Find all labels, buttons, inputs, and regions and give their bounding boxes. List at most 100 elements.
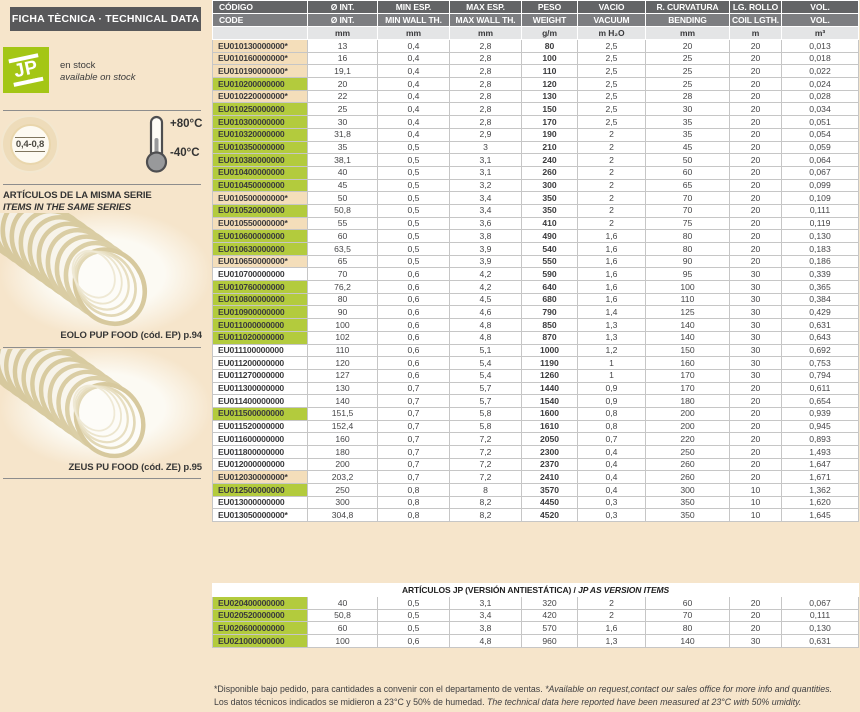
value-cell: 140 [307,394,378,408]
value-cell: 80 [521,39,578,53]
value-cell: 350 [521,203,578,218]
table-row: EU011270000000 127 0,6 5,4 1260 1 170 30 0,794 [212,368,859,383]
value-cell: 170 [645,368,730,383]
product-code-cell: EU020520000000 [212,608,308,623]
value-cell: 50,8 [307,608,378,623]
header-row: CODE Ø INT. MIN WALL TH. MAX WALL TH. WEIGHT… [212,13,859,27]
column-header: mm [307,26,378,40]
value-cell: 1,6 [577,242,646,256]
value-cell: 0,631 [780,634,860,648]
value-cell: 30 [729,292,782,307]
value-cell: 300 [521,178,578,193]
value-cell: 140 [645,634,730,648]
value-cell: 70 [307,267,378,282]
product-code-cell: EU020400000000 [212,596,308,610]
footnote-1-en: *Available on request,contact our sales … [545,684,832,694]
value-cell: 0,7 [377,470,450,485]
table-row: EU010630000000 63,5 0,5 3,9 540 1,6 80 20 0,183 [212,242,859,256]
value-cell: 2 [577,140,646,155]
value-cell: 2,5 [577,77,646,91]
table-row: EU010900000000 90 0,6 4,6 790 1,4 125 30 0,429 [212,305,859,320]
table-row: EU011520000000 152,4 0,7 5,8 1610 0,8 200 20 0,9… [212,419,859,434]
value-cell: 350 [645,495,730,510]
value-cell: 4,2 [449,267,522,282]
value-cell: 1,4 [577,305,646,320]
value-cell: 5,7 [449,394,522,408]
value-cell: 7,2 [449,457,522,472]
product-code-cell: EU011400000000 [212,394,308,408]
value-cell: 75 [645,216,730,231]
value-cell: 30 [729,330,782,345]
column-header: LG. ROLLO [729,0,782,14]
value-cell: 0,109 [781,191,859,205]
value-cell: 80 [307,292,378,307]
value-cell: 0,8 [377,495,450,510]
pressure-badge: 0,4-0,8 [3,117,57,171]
pressure-badge-inner: 0,4-0,8 [9,123,51,165]
column-header: g/m [521,26,578,40]
value-cell: 0,8 [577,419,646,434]
footnote-1-es: *Disponible bajo pedido, para cantidades… [214,684,543,694]
value-cell: 130 [521,89,578,104]
value-cell: 260 [645,457,730,472]
value-cell: 0,6 [377,356,450,370]
value-cell: 0,631 [781,318,859,332]
value-cell: 3,9 [449,242,522,256]
table-row: EU010500000000* 50 0,5 3,4 350 2 70 20 0,109 [212,191,859,205]
value-cell: 2,5 [577,115,646,129]
value-cell: 0,111 [780,608,860,623]
value-cell: 2,8 [449,115,522,129]
product-code-cell: EU010400000000 [212,165,308,180]
value-cell: 0,384 [781,292,859,307]
value-cell: 0,4 [377,89,450,104]
hose-image-eolo [0,213,205,334]
value-cell: 20 [729,254,782,269]
value-cell: 0,9 [577,394,646,408]
table-row: EU010800000000 80 0,6 4,5 680 1,6 110 30 0,384 [212,292,859,307]
value-cell: 20 [645,39,730,53]
value-cell: 2,8 [449,102,522,117]
table-row: EU010220000000* 22 0,4 2,8 130 2,5 28 20 0,028 [212,89,859,104]
value-cell: 960 [521,634,578,648]
value-cell: 8 [449,483,522,497]
series-heading-es: ARTÍCULOS DE LA MISMA SERIE [3,190,152,201]
value-cell: 1600 [521,406,578,421]
value-cell: 2,8 [449,39,522,53]
temperature-min: -40°C [170,147,200,159]
value-cell: 20 [729,178,782,193]
value-cell: 8,2 [449,508,522,523]
table-row: EU011200000000 120 0,6 5,4 1190 1 160 30 0,753 [212,356,859,370]
product-code-cell: EU010300000000 [212,115,308,129]
hose-caption-eolo: EOLO PUP FOOD (cód. EP) p.94 [60,330,202,341]
value-cell: 250 [307,483,378,497]
footnote-line-1: *Disponible bajo pedido, para cantidades… [214,683,858,696]
table-row: EU013000000000 300 0,8 8,2 4450 0,3 350 10 1,620 [212,495,859,510]
value-cell: 1,3 [577,330,646,345]
value-cell: 0,028 [781,89,859,104]
value-cell: 30 [307,115,378,129]
value-cell: 2 [577,127,646,142]
value-cell: 4,6 [449,305,522,320]
value-cell: 0,099 [781,178,859,193]
value-cell: 350 [645,508,730,523]
product-code-cell: EU010900000000 [212,305,308,320]
value-cell: 3,1 [449,165,522,180]
value-cell: 25 [645,51,730,66]
table-row: EU010650000000* 65 0,5 3,9 550 1,6 90 20 0,186 [212,254,859,269]
value-cell: 2410 [521,470,578,485]
value-cell: 55 [307,216,378,231]
value-cell: 850 [521,318,578,332]
value-cell: 170 [645,381,730,396]
value-cell: 250 [645,445,730,459]
value-cell: 0,013 [781,39,859,53]
value-cell: 2,8 [449,89,522,104]
divider [3,184,201,185]
table-row: EU013050000000* 304,8 0,8 8,2 4520 0,3 350 10 1,… [212,508,859,523]
footnote-2-es: Los datos técnicos indicados se midieron… [214,697,485,708]
value-cell: 0,7 [577,432,646,446]
value-cell: 4520 [521,508,578,523]
value-cell: 20 [729,127,782,142]
value-cell: 1,6 [577,229,646,243]
value-cell: 0,5 [377,153,450,167]
value-cell: 22 [307,89,378,104]
